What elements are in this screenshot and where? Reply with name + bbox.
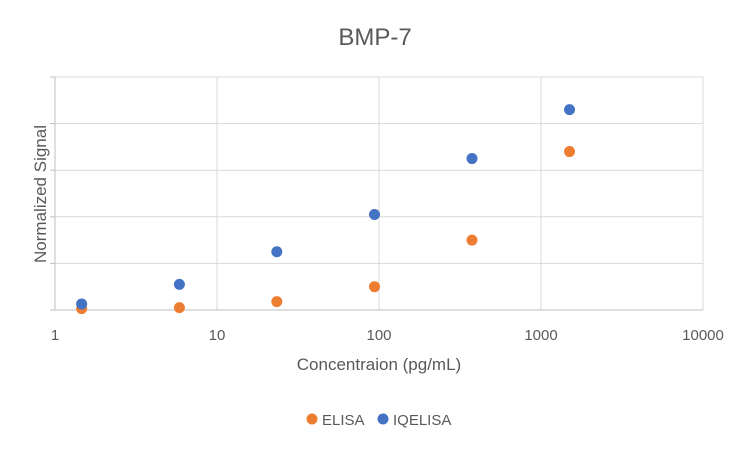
x-tick-label: 100 xyxy=(366,327,391,344)
iqelisa-legend-marker xyxy=(377,413,389,425)
iqelisa-point xyxy=(173,278,185,290)
legend: ELISA IQELISA xyxy=(306,412,451,429)
iqelisa-point xyxy=(466,153,478,165)
gridlines xyxy=(55,76,704,310)
elisa-legend-label: ELISA xyxy=(322,412,365,429)
elisa-point xyxy=(271,296,283,308)
elisa-point xyxy=(368,281,380,293)
elisa-legend-marker xyxy=(306,413,318,425)
y-axis-label: Normalized Signal xyxy=(31,125,50,263)
x-tick-label: 1000 xyxy=(524,327,557,344)
elisa-point xyxy=(564,146,576,158)
x-tick-label: 10 xyxy=(209,327,226,344)
x-tick-labels: 1 10 100 1000 10000 xyxy=(51,327,724,344)
x-tick-label: 1 xyxy=(51,327,59,344)
axes xyxy=(50,76,703,311)
x-tick-label: 10000 xyxy=(682,327,724,344)
x-axis-label: Concentraion (pg/mL) xyxy=(297,355,461,374)
chart-title: BMP-7 xyxy=(338,24,411,51)
iqelisa-legend-label: IQELISA xyxy=(393,412,451,429)
elisa-point xyxy=(173,302,185,314)
iqelisa-point xyxy=(564,104,576,116)
data-points xyxy=(76,104,576,315)
iqelisa-point xyxy=(368,208,380,220)
elisa-point xyxy=(466,234,478,246)
iqelisa-point xyxy=(271,246,283,258)
iqelisa-point xyxy=(76,298,88,310)
